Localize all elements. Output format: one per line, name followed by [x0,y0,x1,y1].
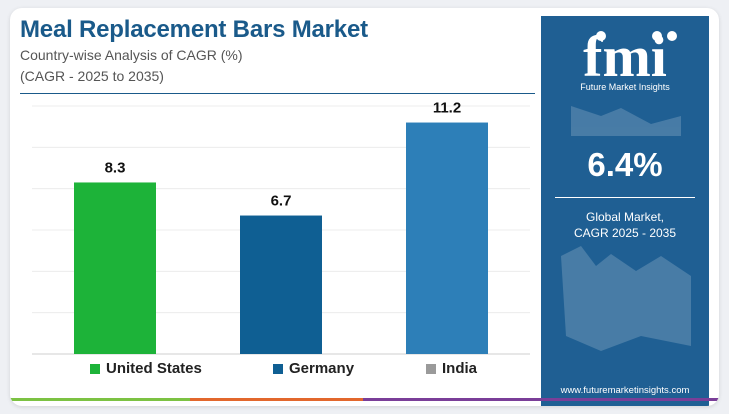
bar-india [406,122,488,355]
legend-swatch-united-states [90,363,100,374]
logo-tagline: Future Market Insights [580,82,670,92]
chart-subtitle-period: (CAGR - 2025 to 2035) [20,68,164,84]
bar-chart: 8.3 6.7 11.2 [32,100,530,355]
global-cagr-label: Global Market, CAGR 2025 - 2035 [541,209,709,241]
data-label-united-states: 8.3 [105,159,126,176]
chart-subtitle: Country-wise Analysis of CAGR (%) [20,47,243,63]
accent-segment-orange [190,398,363,401]
legend-item-germany: Germany [273,360,354,377]
accent-bar [10,398,719,401]
fmi-logo: fmi [583,24,677,89]
summary-panel: fmi Future Market Insights 6.4% Global M… [541,16,709,406]
data-label-india: 11.2 [433,100,461,117]
legend-label-india: India [442,360,478,377]
chart-title: Meal Replacement Bars Market [20,16,368,43]
legend-swatch-india [426,363,436,374]
panel-divider [555,197,695,198]
infographic-card: Meal Replacement Bars Market Country-wis… [10,8,719,406]
bars [74,122,488,355]
panel-texture [561,106,691,351]
global-cagr-label-line1: Global Market, [585,210,665,224]
header-divider [20,93,535,94]
legend-item-india: India [426,360,477,377]
global-cagr-value: 6.4% [587,146,663,183]
legend-swatch-germany [273,363,283,374]
data-label-germany: 6.7 [271,193,292,210]
value-labels: 8.3 6.7 11.2 [105,100,462,210]
website-url: www.futuremarketinsights.com [560,385,690,396]
global-cagr-label-line2: CAGR 2025 - 2035 [573,226,677,240]
bar-germany [240,215,322,354]
chart-legend: United States Germany India [90,360,530,380]
legend-item-united-states: United States [90,360,202,377]
legend-label-united-states: United States [106,360,202,377]
bar-united-states [74,182,156,354]
accent-segment-green [10,398,190,401]
legend-label-germany: Germany [289,360,355,377]
accent-segment-purple [363,398,719,401]
